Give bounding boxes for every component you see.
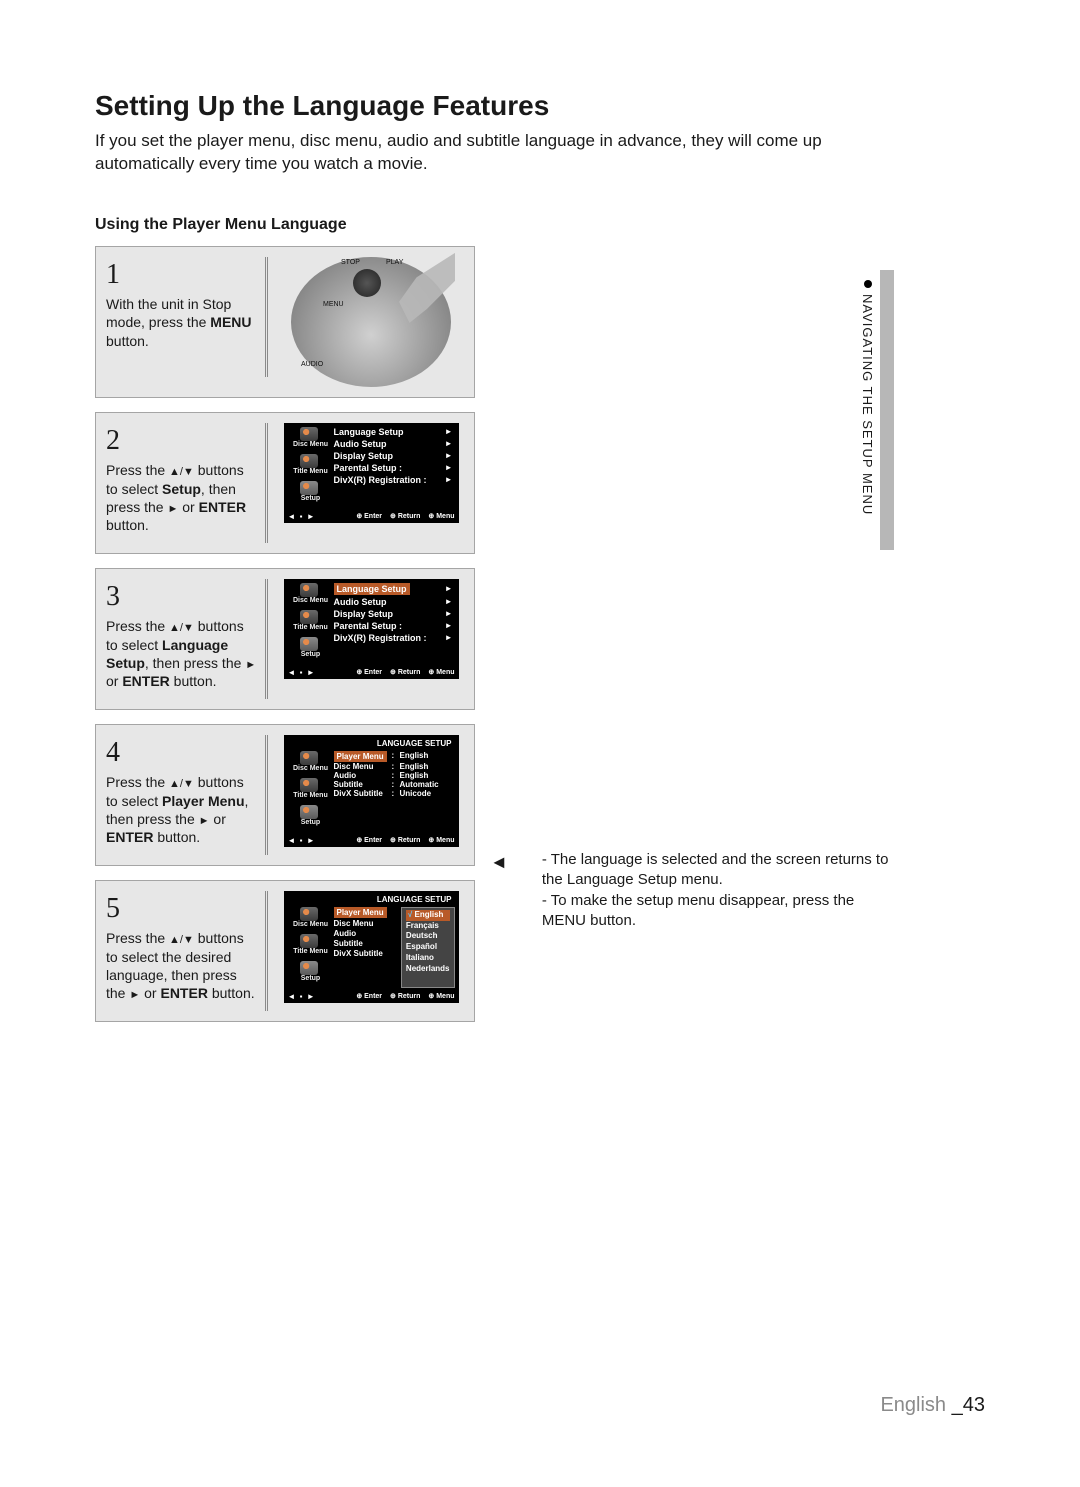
osd5-menu: Player MenuDisc MenuAudioSubtitleDivX Su… xyxy=(334,907,455,988)
page-footer: English _43 xyxy=(880,1394,985,1417)
osd-screen-4: LANGUAGE SETUP Disc MenuTitle MenuSetup … xyxy=(284,735,459,847)
step-5-image: LANGUAGE SETUP Disc MenuTitle MenuSetup … xyxy=(268,891,474,1003)
step-2-number: 2 xyxy=(106,423,257,459)
step-1-image: STOP PLAY MENU AUDIO xyxy=(268,257,474,387)
osd2-footer: ◄ ▪ ►EnterReturnMenu xyxy=(288,512,455,521)
step-5-text: 5 Press the ▲/▼ buttons to select the de… xyxy=(96,891,268,1011)
step-4: 4 Press the ▲/▼ buttons to select Player… xyxy=(95,724,475,866)
osd5-left-col: Player MenuDisc MenuAudioSubtitleDivX Su… xyxy=(334,907,397,988)
remote-illustration: STOP PLAY MENU AUDIO xyxy=(291,257,451,387)
osd4-body: Disc MenuTitle MenuSetup Player Menu:Eng… xyxy=(288,751,455,832)
osd4-title: LANGUAGE SETUP xyxy=(288,739,455,748)
step-3: 3 Press the ▲/▼ buttons to select Langua… xyxy=(95,568,475,710)
result-notes: ◄ The language is selected and the scree… xyxy=(490,850,890,931)
step-1-text: 1 With the unit in Stop mode, press the … xyxy=(96,257,268,377)
side-tab-label: NAVIGATING THE SETUP MENU xyxy=(860,280,875,515)
osd5-title: LANGUAGE SETUP xyxy=(288,895,455,904)
step-4-body: Press the ▲/▼ buttons to select Player M… xyxy=(106,773,257,846)
osd-screen-2: Disc MenuTitle MenuSetup Language Setup►… xyxy=(284,423,459,523)
step-2-image: Disc MenuTitle MenuSetup Language Setup►… xyxy=(268,423,474,523)
osd3-body: Disc MenuTitle MenuSetup Language Setup►… xyxy=(288,583,455,664)
osd-screen-3: Disc MenuTitle MenuSetup Language Setup►… xyxy=(284,579,459,679)
osd2-body: Disc MenuTitle MenuSetup Language Setup►… xyxy=(288,427,455,508)
step-5-body: Press the ▲/▼ buttons to select the desi… xyxy=(106,929,257,1002)
osd4-menu: Player Menu:EnglishDisc Menu:EnglishAudi… xyxy=(334,751,455,832)
osd5-footer: ◄ ▪ ►EnterReturnMenu xyxy=(288,992,455,1001)
result-notes-list: The language is selected and the screen … xyxy=(514,850,890,931)
step-1: 1 With the unit in Stop mode, press the … xyxy=(95,246,475,398)
osd5-body: Disc MenuTitle MenuSetup Player MenuDisc… xyxy=(288,907,455,988)
result-note-1: The language is selected and the screen … xyxy=(542,850,890,891)
osd5-lang-popup: √ EnglishFrançaisDeutschEspañolItalianoN… xyxy=(401,907,455,988)
step-3-number: 3 xyxy=(106,579,257,615)
page-title: Setting Up the Language Features xyxy=(95,90,985,122)
result-note-2: To make the setup menu disappear, press … xyxy=(542,891,890,932)
osd2-menu: Language Setup►Audio Setup►Display Setup… xyxy=(334,427,455,508)
steps-column: 1 With the unit in Stop mode, press the … xyxy=(95,246,475,1022)
intro-text: If you set the player menu, disc menu, a… xyxy=(95,130,885,176)
osd5-sidebar: Disc MenuTitle MenuSetup xyxy=(288,907,334,988)
footer-page-number: _43 xyxy=(952,1394,985,1416)
step-2: 2 Press the ▲/▼ buttons to select Setup,… xyxy=(95,412,475,554)
remote-label-stop: STOP xyxy=(341,259,360,266)
side-tab-bar xyxy=(880,270,894,550)
step-5: 5 Press the ▲/▼ buttons to select the de… xyxy=(95,880,475,1022)
osd-screen-5: LANGUAGE SETUP Disc MenuTitle MenuSetup … xyxy=(284,891,459,1003)
step-5-number: 5 xyxy=(106,891,257,927)
left-arrow-icon: ◄ xyxy=(490,850,508,931)
step-1-body: With the unit in Stop mode, press the ME… xyxy=(106,295,257,350)
step-2-body: Press the ▲/▼ buttons to select Setup, t… xyxy=(106,461,257,534)
osd3-menu: Language Setup►Audio Setup►Display Setup… xyxy=(334,583,455,664)
osd3-sidebar: Disc MenuTitle MenuSetup xyxy=(288,583,334,664)
footer-language: English xyxy=(880,1394,946,1416)
remote-label-audio: AUDIO xyxy=(301,361,323,368)
step-3-body: Press the ▲/▼ buttons to select Language… xyxy=(106,617,257,690)
osd4-sidebar: Disc MenuTitle MenuSetup xyxy=(288,751,334,832)
step-3-text: 3 Press the ▲/▼ buttons to select Langua… xyxy=(96,579,268,699)
step-3-image: Disc MenuTitle MenuSetup Language Setup►… xyxy=(268,579,474,679)
remote-label-menu: MENU xyxy=(323,301,344,308)
side-tab-dot-icon xyxy=(864,280,872,288)
remote-label-play: PLAY xyxy=(386,259,403,266)
step-4-text: 4 Press the ▲/▼ buttons to select Player… xyxy=(96,735,268,855)
step-4-image: LANGUAGE SETUP Disc MenuTitle MenuSetup … xyxy=(268,735,474,847)
osd3-footer: ◄ ▪ ►EnterReturnMenu xyxy=(288,668,455,677)
step-4-number: 4 xyxy=(106,735,257,771)
step-2-text: 2 Press the ▲/▼ buttons to select Setup,… xyxy=(96,423,268,543)
step-1-number: 1 xyxy=(106,257,257,293)
osd4-footer: ◄ ▪ ►EnterReturnMenu xyxy=(288,836,455,845)
side-tab-text: NAVIGATING THE SETUP MENU xyxy=(860,294,875,515)
section-subtitle: Using the Player Menu Language xyxy=(95,216,985,234)
osd2-sidebar: Disc MenuTitle MenuSetup xyxy=(288,427,334,508)
